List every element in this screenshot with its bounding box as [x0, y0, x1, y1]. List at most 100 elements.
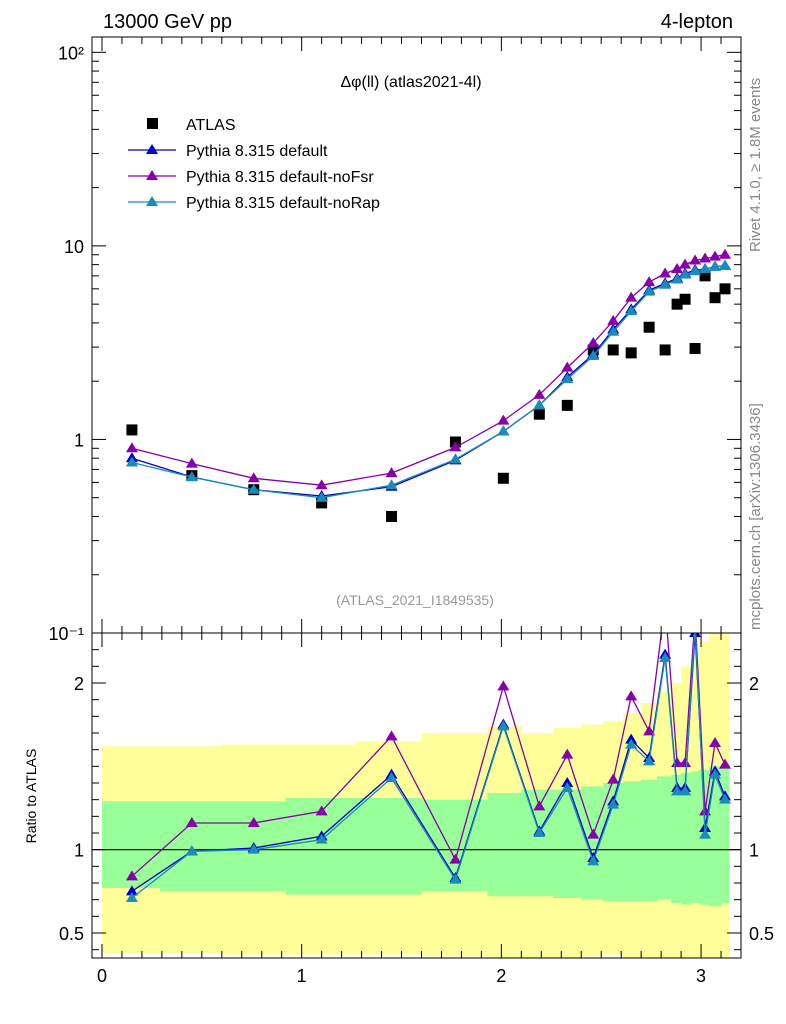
ratio-ytick-label-right: 1 — [749, 841, 759, 861]
ratio-panel: 0.5 0.5 1 1 2 2 0 1 2 3 Ratio to ATLAS — [23, 610, 774, 986]
main-point-atlas — [671, 298, 683, 310]
ratio-point-pythia-8-315-default-nofsr — [709, 737, 722, 747]
main-point-pythia-8-315-default-norap — [315, 491, 328, 502]
main-point-atlas — [679, 293, 691, 305]
main-point-atlas — [561, 399, 573, 411]
main-point-pythia-8-315-default-norap — [689, 265, 702, 276]
main-point-atlas — [533, 408, 545, 420]
ratio-point-pythia-8-315-default-norap — [671, 785, 684, 796]
ratio-point-pythia-8-315-default-nofsr — [625, 690, 638, 701]
main-point-atlas — [386, 510, 398, 522]
ratio-point-pythia-8-315-default-norap — [659, 652, 672, 662]
main-point-pythia-8-315-default-nofsr — [533, 388, 546, 399]
legend-label-nofsr: Pythia 8.315 default-noFsr — [186, 169, 374, 186]
main-point-pythia-8-315-default-nofsr — [699, 252, 712, 263]
ratio-xtick-label: 1 — [297, 966, 307, 986]
legend-label-atlas: ATLAS — [186, 117, 236, 134]
ratio-point-pythia-8-315-default-norap — [385, 772, 398, 782]
ratio-point-pythia-8-315-default-norap — [719, 793, 732, 804]
ratio-point-pythia-8-315-default-nofsr — [679, 757, 692, 767]
main-point-pythia-8-315-default-norap — [385, 479, 398, 490]
main-ticks: 10⁻¹ 1 10 10² — [48, 37, 741, 644]
ratio-point-pythia-8-315-default-norap — [699, 828, 712, 839]
ratio-point-pythia-8-315-default-norap — [247, 843, 260, 854]
ratio-xtick-label: 3 — [696, 966, 706, 986]
green-band-bin — [355, 798, 422, 895]
main-point-atlas — [659, 344, 671, 356]
ratio-ytick-label-left: 1 — [74, 841, 84, 861]
ratio-point-pythia-8-315-default-norap — [709, 768, 722, 779]
legend-marker-atlas — [147, 118, 158, 129]
ratio-point-pythia-8-315-default-norap — [125, 892, 138, 902]
main-point-pythia-8-315-default-nofsr — [719, 248, 732, 259]
legend-label-norap: Pythia 8.315 default-noRap — [186, 195, 380, 212]
main-point-pythia-8-315-default-nofsr — [587, 336, 600, 347]
ratio-point-pythia-8-315-default-nofsr — [385, 730, 398, 741]
green-band-bin — [721, 764, 730, 903]
main-point-atlas — [607, 344, 619, 356]
ratio-point-pythia-8-315-default-norap — [185, 845, 198, 856]
ratio-point-pythia-8-315-default-nofsr — [449, 853, 462, 864]
ratio-ytick-label-left: 0.5 — [59, 924, 84, 944]
main-point-pythia-8-315-default-nofsr — [385, 467, 398, 478]
main-point-pythia-8-315-default-nofsr — [607, 314, 620, 325]
ratio-point-pythia-8-315-default-nofsr — [719, 758, 732, 769]
ratio-point-pythia-8-315-default-nofsr — [561, 748, 574, 759]
main-point-pythia-8-315-default-norap — [643, 285, 656, 296]
legend-marker-nofsr — [146, 170, 158, 180]
main-point-pythia-8-315-default-nofsr — [709, 250, 722, 261]
main-point-pythia-8-315-default-norap — [497, 425, 510, 436]
green-band-bin — [681, 773, 692, 905]
ratio-point-pythia-8-315-default-nofsr — [247, 817, 260, 827]
ratio-series-group — [125, 610, 732, 902]
main-point-atlas — [719, 283, 731, 295]
main-point-atlas — [126, 424, 138, 436]
ratio-point-pythia-8-315-default-norap — [561, 782, 574, 792]
ratio-xtick-label: 0 — [97, 966, 107, 986]
legend-marker-default — [146, 144, 158, 154]
ratio-frame — [91, 632, 742, 959]
main-line-pythia-8-315-default-nofsr — [131, 254, 726, 486]
ratio-point-pythia-8-315-default-nofsr — [497, 680, 510, 691]
main-point-pythia-8-315-default-nofsr — [247, 472, 260, 483]
main-ytick-label: 10 — [64, 237, 84, 257]
main-point-pythia-8-315-default-norap — [587, 349, 600, 360]
main-point-pythia-8-315-default-norap — [659, 278, 672, 289]
ratio-point-pythia-8-315-default-norap — [689, 619, 701, 629]
ratio-line-pythia-8-315-default-norap — [131, 633, 726, 899]
main-point-pythia-8-315-default-norap — [679, 268, 692, 279]
main-point-pythia-8-315-default-norap — [699, 262, 712, 273]
green-band-bin — [159, 801, 223, 892]
ratio-ytick-label-right: 2 — [749, 674, 759, 694]
main-point-pythia-8-315-default-nofsr — [561, 361, 574, 372]
main-point-atlas — [316, 497, 328, 509]
green-band-bin — [657, 776, 672, 900]
ratio-point-pythia-8-315-default-norap — [497, 720, 510, 731]
ratio-point-pythia-8-315-default-norap — [607, 798, 620, 809]
ratio-point-pythia-8-315-default-norap — [587, 855, 600, 866]
main-point-pythia-8-315-default-norap — [719, 259, 732, 270]
ratio-point-pythia-8-315-default-nofsr — [643, 725, 656, 736]
main-point-pythia-8-315-default-norap — [561, 373, 574, 384]
ratio-point-pythia-8-315-default — [125, 885, 138, 896]
rivet-label: Rivet 4.1.0, ≥ 1.8M events — [747, 78, 764, 252]
main-point-atlas — [497, 472, 509, 484]
ratio-plot-area — [92, 610, 741, 958]
green-band-bin — [671, 774, 682, 903]
ratio-xtick-label: 2 — [496, 966, 506, 986]
main-point-pythia-8-315-default-nofsr — [125, 442, 138, 453]
main-point-atlas — [643, 321, 655, 333]
main-title: Δφ(ll) (atlas2021-4l) — [340, 74, 481, 91]
ratio-point-pythia-8-315-default-norap — [315, 833, 328, 844]
green-band-bin — [641, 779, 658, 902]
main-point-pythia-8-315-default-norap — [625, 305, 638, 316]
main-point-pythia-8-315-default-norap — [671, 273, 684, 284]
ratio-point-pythia-8-315-default-nofsr — [689, 610, 701, 620]
ratio-point-pythia-8-315-default-norap — [643, 755, 656, 766]
green-band-bin — [487, 793, 522, 897]
main-point-pythia-8-315-default-norap — [533, 399, 546, 410]
legend: ATLAS Pythia 8.315 default Pythia 8.315 … — [128, 117, 380, 212]
main-point-pythia-8-315-default-nofsr — [679, 258, 692, 269]
main-point-pythia-8-315-default-nofsr — [315, 479, 328, 490]
